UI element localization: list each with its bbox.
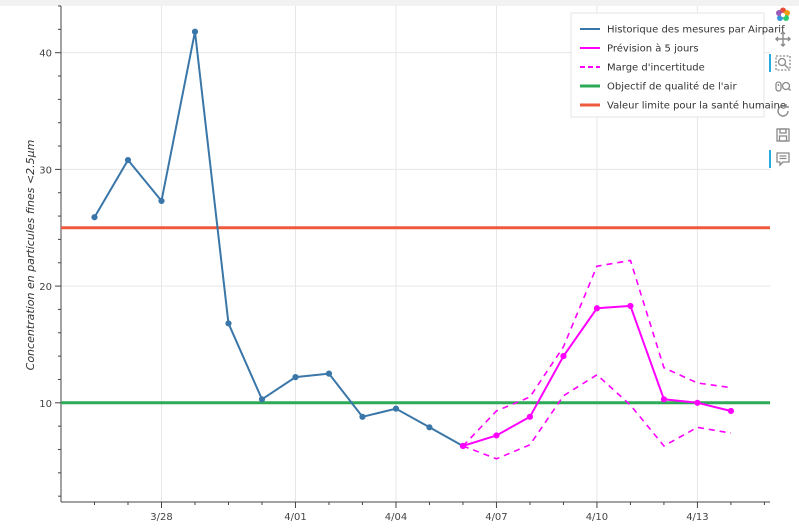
forecast-point <box>593 305 601 312</box>
airparif-history-line <box>93 31 464 447</box>
wheel-zoom-tool[interactable] <box>772 76 794 98</box>
airparif-history-point <box>359 413 366 420</box>
save-tool[interactable] <box>772 124 794 146</box>
airparif-history-point <box>124 156 132 164</box>
forecast-point <box>660 396 668 403</box>
x-tick-label: 3/28 <box>150 512 172 523</box>
airparif-history-point <box>392 405 400 412</box>
series <box>91 28 735 460</box>
legend-health-limit[interactable]: Valeur limite pour la santé humaine <box>580 100 786 112</box>
uncertainty-lower-line <box>462 373 732 460</box>
forecast-point <box>526 413 534 420</box>
y-tick-label: 10 <box>39 399 52 410</box>
reset-icon <box>775 103 791 119</box>
hover-tool[interactable] <box>769 148 794 170</box>
y-tick-label: 40 <box>39 49 52 60</box>
legend-label: Prévision à 5 jours <box>607 43 699 55</box>
x-tick-label: 4/04 <box>385 512 407 523</box>
legend-objective[interactable]: Objectif de qualité de l'air <box>580 81 737 93</box>
airparif-history-point <box>158 197 165 204</box>
y-axis-label: Concentration en particules fines <2.5µm <box>24 140 37 371</box>
legend-label: Objectif de qualité de l'air <box>607 81 737 93</box>
forecast-point <box>627 302 634 310</box>
wheel-zoom-icon <box>775 79 791 95</box>
toolbar <box>769 4 796 172</box>
airparif-history-point <box>325 370 333 377</box>
airparif-history-point <box>91 214 98 221</box>
box-zoom-icon <box>775 55 791 71</box>
pan-tool[interactable] <box>772 28 794 50</box>
top-strip <box>0 0 799 6</box>
reset-tool[interactable] <box>772 100 794 122</box>
airparif-history-point <box>258 396 266 403</box>
airparif-history-point <box>292 374 299 381</box>
reference-lines <box>61 226 770 405</box>
legend-label: Marge d'incertitude <box>607 63 705 74</box>
bokeh-logo-tool[interactable] <box>772 4 794 26</box>
legend-label: Historique des mesures par Airparif <box>607 25 785 36</box>
legend-uncertainty[interactable]: Marge d'incertitude <box>580 63 705 74</box>
x-tick-label: 4/10 <box>586 512 608 523</box>
legend-forecast[interactable]: Prévision à 5 jours <box>580 43 699 55</box>
forecast-point <box>493 432 500 439</box>
y-tick-label: 30 <box>39 165 52 176</box>
forecast-point <box>459 442 467 450</box>
x-tick-label: 4/01 <box>284 512 306 523</box>
save-icon <box>775 127 791 143</box>
airparif-history-point <box>191 28 199 35</box>
legend-box <box>570 12 765 118</box>
x-tick-label: 4/07 <box>485 512 507 523</box>
uncertainty-upper-line <box>462 259 732 447</box>
legend-label: Valeur limite pour la santé humaine <box>607 100 786 112</box>
forecast-point <box>694 399 701 406</box>
axes: 10 20 30 40 3/28 4/01 4/04 4/07 4/10 4/13 <box>39 5 765 523</box>
plot-frame <box>60 6 770 503</box>
forecast-point <box>727 407 735 415</box>
x-tick-label: 4/13 <box>686 512 708 523</box>
pan-icon <box>775 31 791 47</box>
airparif-history-point <box>426 424 433 431</box>
hover-icon <box>775 151 791 167</box>
y-tick-label: 20 <box>39 282 52 293</box>
legend-history[interactable]: Historique des mesures par Airparif <box>580 25 785 36</box>
bokeh-logo-icon <box>775 7 791 23</box>
airparif-history-point <box>225 320 232 327</box>
legend[interactable]: Historique des mesures par Airparif Prévi… <box>570 12 786 118</box>
box-zoom-tool[interactable] <box>769 52 794 74</box>
forecast-point <box>560 353 567 360</box>
